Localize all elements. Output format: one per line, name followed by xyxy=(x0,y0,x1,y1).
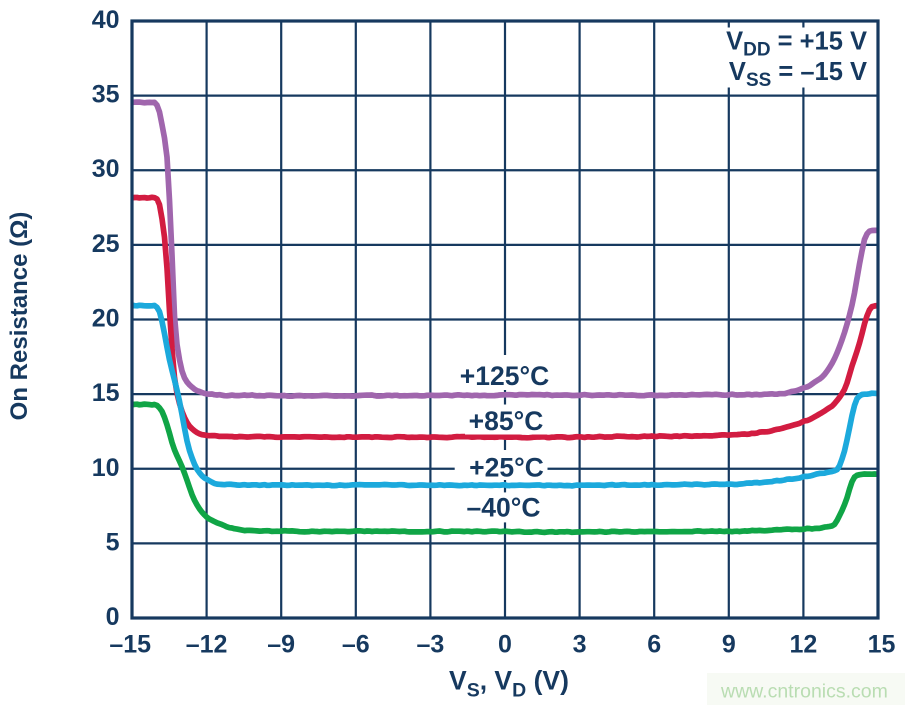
svg-text:–6: –6 xyxy=(342,631,370,659)
svg-text:15: 15 xyxy=(868,631,896,659)
svg-text:6: 6 xyxy=(647,631,661,659)
svg-text:www.cntronics.com: www.cntronics.com xyxy=(720,681,888,703)
svg-text:15: 15 xyxy=(92,379,120,407)
svg-text:0: 0 xyxy=(498,631,512,659)
svg-text:On Resistance (Ω): On Resistance (Ω) xyxy=(6,212,33,421)
svg-text:30: 30 xyxy=(92,155,120,183)
svg-text:–12: –12 xyxy=(186,631,228,659)
svg-text:–15: –15 xyxy=(109,631,151,659)
svg-text:10: 10 xyxy=(92,454,120,482)
svg-text:3: 3 xyxy=(573,631,587,659)
svg-text:+85°C: +85°C xyxy=(469,406,544,436)
svg-text:20: 20 xyxy=(92,305,120,333)
svg-text:+125°C: +125°C xyxy=(460,361,549,391)
svg-text:VDD = +15 V: VDD = +15 V xyxy=(726,28,867,61)
svg-text:25: 25 xyxy=(92,230,120,258)
svg-text:5: 5 xyxy=(106,528,120,556)
svg-text:0: 0 xyxy=(106,603,120,631)
svg-text:+25°C: +25°C xyxy=(469,453,544,483)
svg-text:–3: –3 xyxy=(416,631,444,659)
svg-text:35: 35 xyxy=(92,81,120,109)
svg-text:–40°C: –40°C xyxy=(467,493,541,523)
svg-text:12: 12 xyxy=(789,631,817,659)
svg-text:–9: –9 xyxy=(267,631,295,659)
svg-text:40: 40 xyxy=(92,6,120,34)
svg-text:9: 9 xyxy=(722,631,736,659)
